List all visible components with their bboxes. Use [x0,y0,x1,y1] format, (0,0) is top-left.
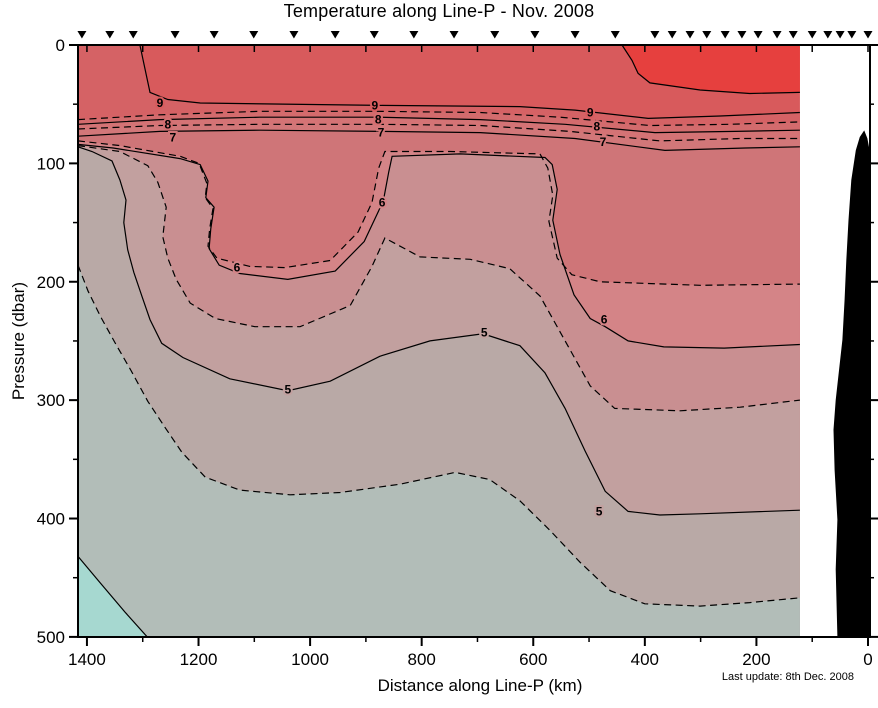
x-tick-label: 1400 [68,650,106,669]
y-tick-label: 0 [56,36,65,55]
station-marker [77,31,87,39]
y-tick-label: 300 [37,391,65,410]
contour-label-7: 7 [378,126,385,140]
contour-line-4 [77,556,148,638]
contour-label-6: 6 [379,195,386,209]
station-marker [835,31,845,39]
x-tick-label: 600 [519,650,547,669]
station-marker [807,31,817,39]
contour-line-9 [139,44,800,120]
contour-label-6: 6 [601,313,608,327]
station-marker [249,31,259,39]
station-marker [369,31,379,39]
station-marker [702,31,712,39]
contour-label-8: 8 [594,120,601,134]
contour-line-7.5 [77,123,800,142]
contour-label-9: 9 [371,98,378,112]
x-tick-label: 1200 [180,650,218,669]
contour-label-8: 8 [375,113,382,127]
contour-label-5: 5 [596,504,603,518]
contour-line-5.5 [77,145,800,412]
station-marker [209,31,219,39]
station-marker [128,31,138,39]
band-lt-4 [78,556,148,637]
contour-line-8 [77,116,800,134]
band-4-4.5 [78,265,800,637]
station-marker [863,31,873,39]
contour-label-9: 9 [587,105,594,119]
bathymetry-silhouette [833,130,870,638]
station-marker [753,31,763,39]
contour-line-10 [621,44,800,95]
band-gt-10 [622,45,800,94]
station-marker [847,31,857,39]
x-tick-label: 0 [863,650,872,669]
station-marker [289,31,299,39]
station-marker [788,31,798,39]
x-axis-title: Distance along Line-P (km) [377,676,583,695]
contour-line-6 [77,143,800,349]
contour-label-6: 6 [234,261,241,275]
last-update-note: Last update: 8th Dec. 2008 [721,671,854,683]
station-marker [570,31,580,39]
y-axis-title: Pressure (dbar) [9,281,28,401]
station-marker [530,31,540,39]
station-marker [610,31,620,39]
contour-label-8: 8 [164,117,171,131]
station-marker [170,31,180,39]
y-tick-label: 100 [37,154,65,173]
station-marker [449,31,459,39]
station-marker [667,31,677,39]
x-tick-label: 200 [742,650,770,669]
contour-line-4.5 [77,264,800,607]
y-tick-label: 200 [37,273,65,292]
contour-line-6.5 [77,140,800,286]
contour-label-9: 9 [157,96,164,110]
station-marker [490,31,500,39]
contour-label-7: 7 [170,130,177,144]
contour-label-7: 7 [600,135,607,149]
y-tick-label: 400 [37,510,65,529]
station-marker [650,31,660,39]
station-marker [737,31,747,39]
contour-line-5 [77,146,800,516]
x-tick-label: 800 [407,650,435,669]
contour-line-8.5 [77,110,800,127]
station-marker [330,31,340,39]
station-marker [720,31,730,39]
station-marker [105,31,115,39]
contour-label-5: 5 [284,382,291,396]
page-title: Temperature along Line-P - Nov. 2008 [283,1,595,21]
x-tick-label: 1000 [291,650,329,669]
x-tick-label: 400 [631,650,659,669]
station-marker [409,31,419,39]
station-marker [772,31,782,39]
contour-line-7 [77,129,800,152]
station-marker [823,31,833,39]
station-marker [685,31,695,39]
y-tick-label: 500 [37,628,65,647]
contour-label-5: 5 [481,326,488,340]
